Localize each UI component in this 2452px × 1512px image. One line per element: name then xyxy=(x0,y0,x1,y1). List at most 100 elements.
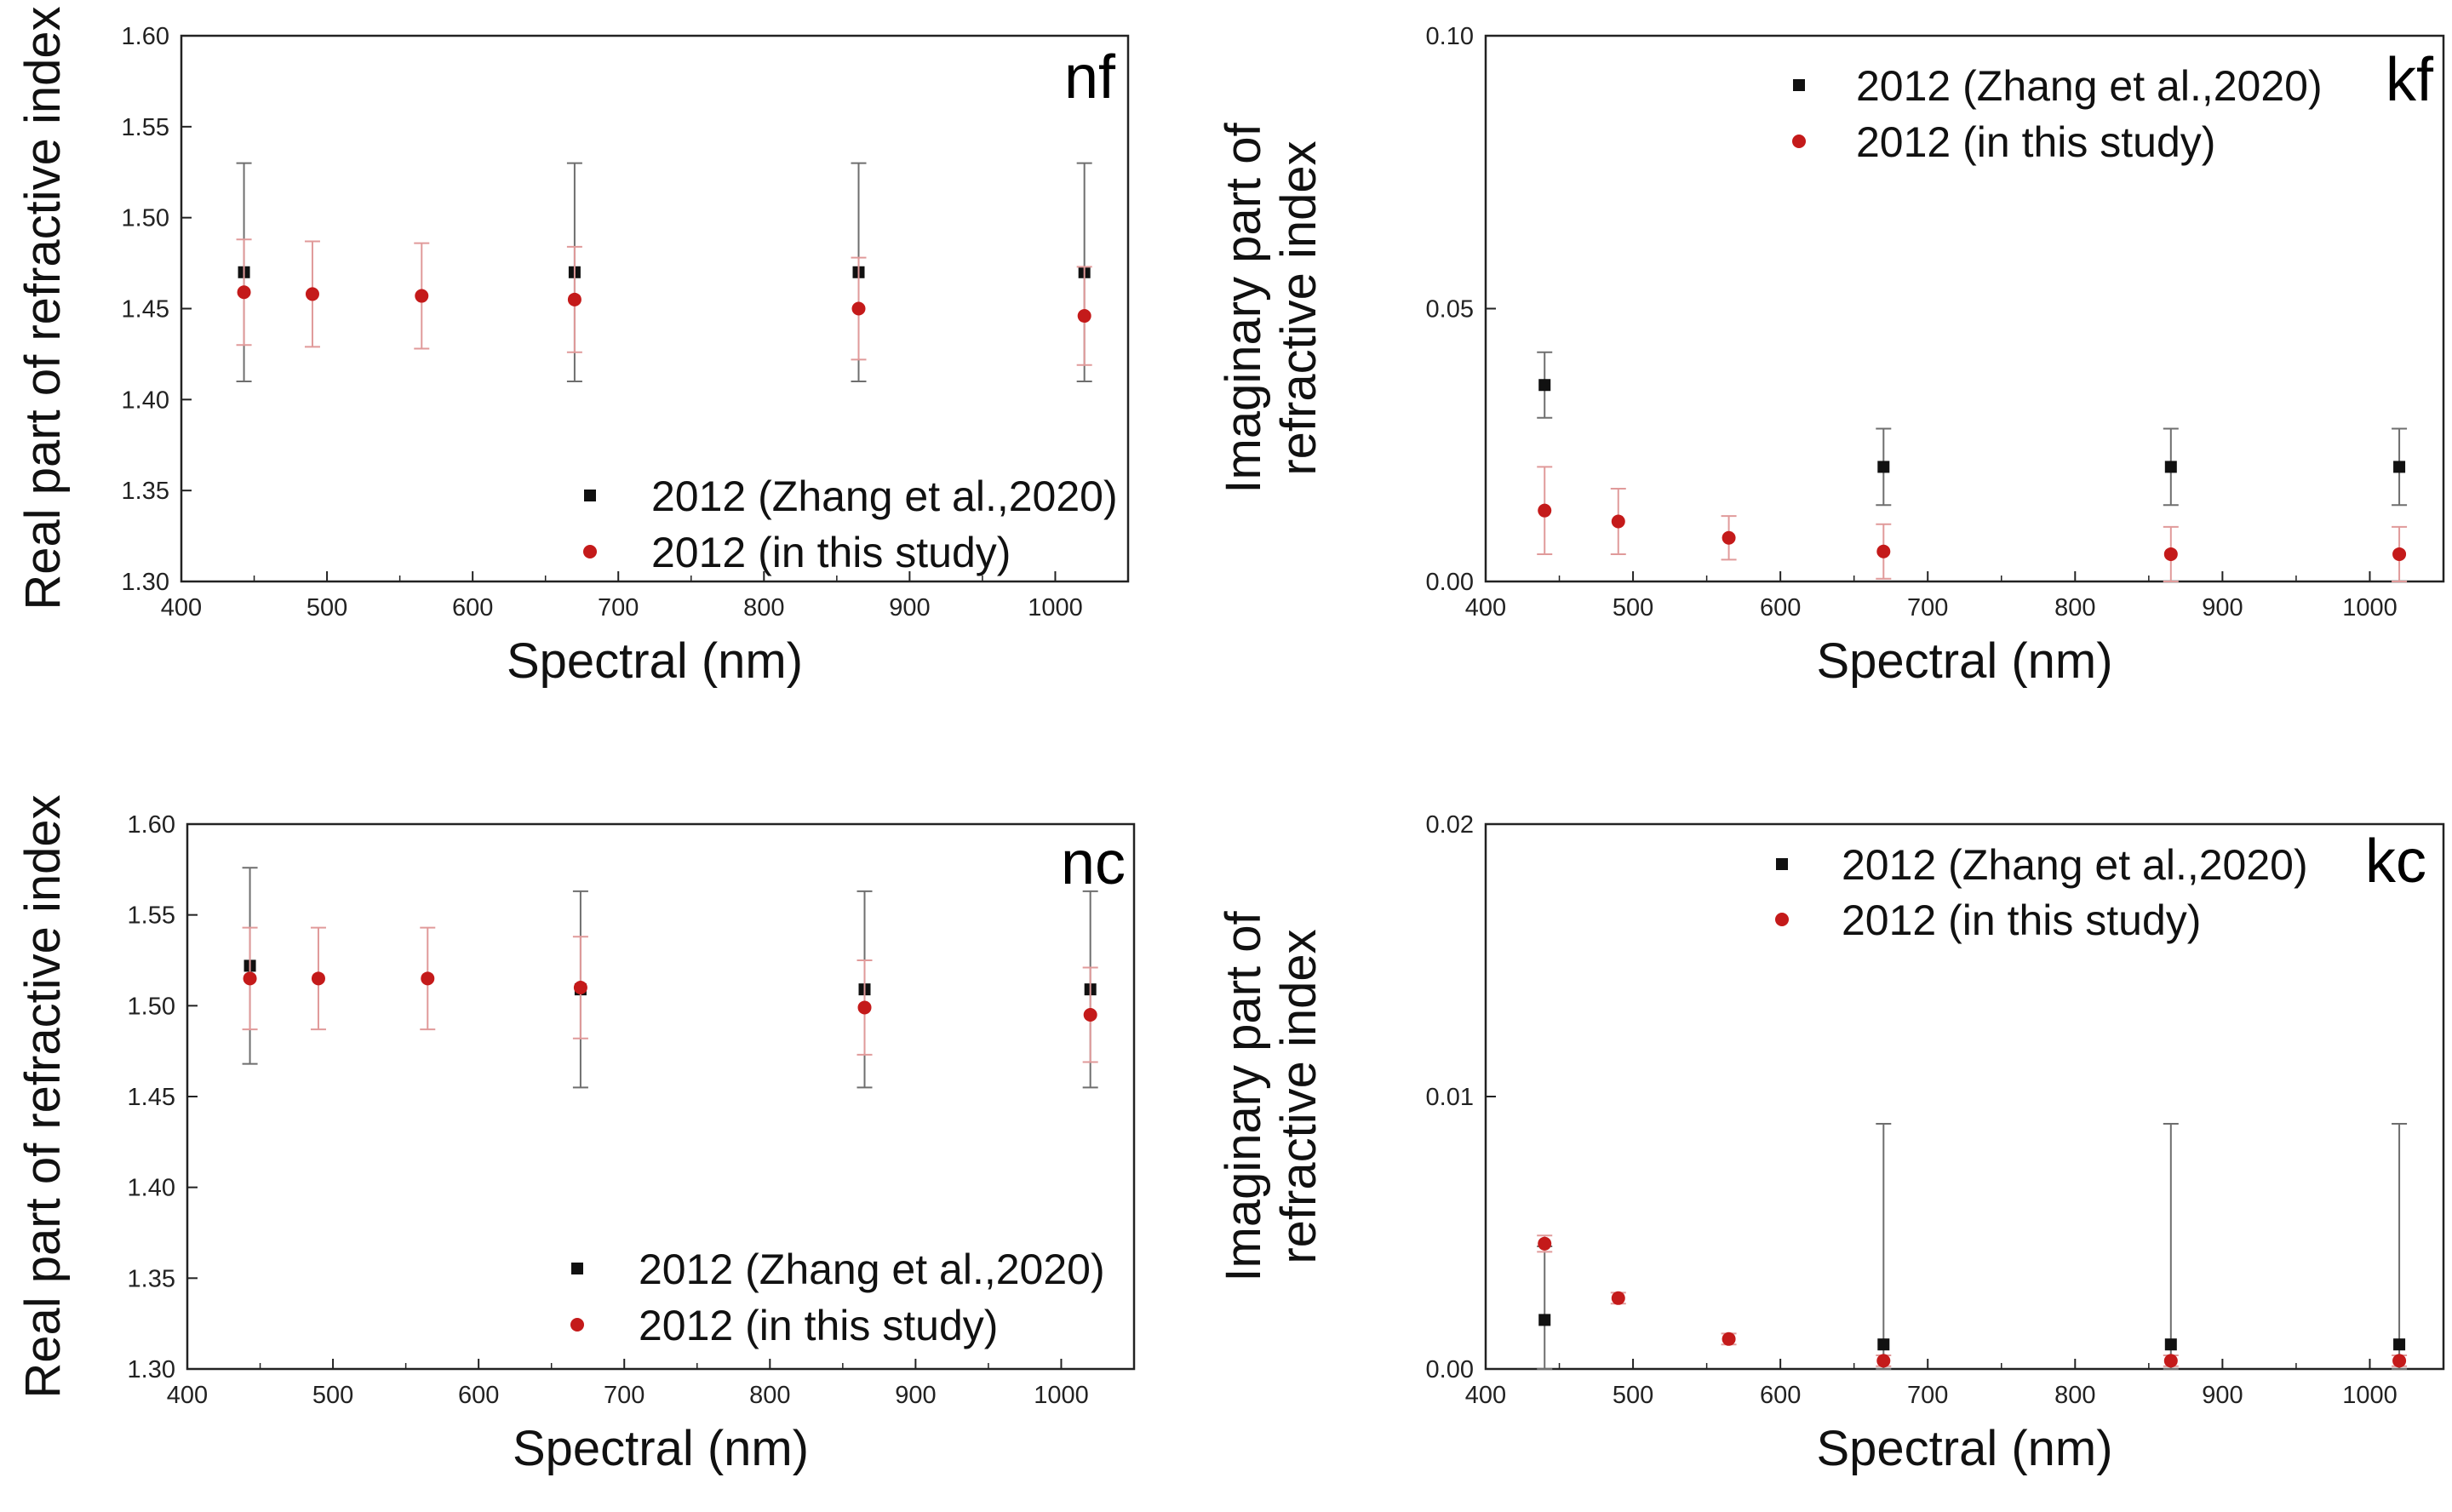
legend-marker-circle xyxy=(1792,135,1806,148)
x-axis-title: Spectral (nm) xyxy=(513,1421,809,1476)
x-tick-label: 900 xyxy=(889,594,930,621)
x-tick-label: 1000 xyxy=(1028,594,1083,621)
legend-entry-this-study: 2012 (in this study) xyxy=(651,529,1011,576)
data-point-circle xyxy=(243,971,257,986)
y-tick-label: 1.30 xyxy=(128,1356,175,1383)
x-tick-label: 900 xyxy=(895,1382,936,1409)
x-tick-label: 800 xyxy=(2054,594,2095,621)
data-point-circle xyxy=(415,289,429,303)
legend-marker-square xyxy=(571,1263,583,1274)
series-this-study xyxy=(1537,466,2408,582)
data-point-circle xyxy=(567,292,581,306)
data-point-circle xyxy=(573,981,587,994)
y-axis-title-line1: Imaginary part of xyxy=(1216,123,1271,494)
data-point-square xyxy=(2393,461,2406,473)
x-tick-label: 400 xyxy=(1465,594,1506,621)
y-tick-label: 1.50 xyxy=(122,205,169,232)
y-tick-label: 0.00 xyxy=(1426,569,1474,596)
x-tick-label: 800 xyxy=(749,1382,790,1409)
data-point-circle xyxy=(857,1000,872,1015)
data-point-circle xyxy=(2163,1354,2178,1368)
y-tick-label: 0.00 xyxy=(1426,1356,1474,1383)
data-point-circle xyxy=(1611,1291,1625,1305)
legend-marker-circle xyxy=(583,545,597,558)
data-point-square xyxy=(2164,461,2177,473)
x-tick-label: 600 xyxy=(452,594,493,621)
error-bar xyxy=(1876,1123,1892,1370)
series-zhang-2020 xyxy=(1537,351,2408,507)
y-tick-label: 0.01 xyxy=(1426,1084,1474,1111)
x-tick-label: 700 xyxy=(598,594,639,621)
data-point-circle xyxy=(2392,1354,2407,1368)
legend-kc: 2012 (Zhang et al.,2020) 2012 (in this st… xyxy=(1775,841,2308,944)
panel-nc: 400 500 600 700 800 900 1000 1.30 1.35 1.40 1.45 1.… xyxy=(15,794,1136,1476)
x-tick-label: 600 xyxy=(458,1382,499,1409)
x-tick-label: 900 xyxy=(2202,1382,2243,1409)
legend-kf: 2012 (Zhang et al.,2020) 2012 (in this st… xyxy=(1792,62,2323,166)
data-point-circle xyxy=(311,971,325,986)
data-point-square xyxy=(1538,379,1551,392)
y-axis-title-line1: Imaginary part of xyxy=(1216,911,1271,1282)
x-tick-label: 700 xyxy=(604,1382,645,1409)
y-tick-label: 1.60 xyxy=(128,811,175,839)
x-tick-label: 1000 xyxy=(2342,594,2398,621)
data-point-circle xyxy=(1083,1008,1097,1022)
x-tick-label: 600 xyxy=(1760,594,1801,621)
y-axis-title: Real part of refractive index xyxy=(15,6,71,610)
x-tick-label: 800 xyxy=(2054,1382,2095,1409)
y-tick-label: 1.40 xyxy=(122,387,169,414)
panel-kf: 400 500 600 700 800 900 1000 0.00 0.05 0.10 Spectr… xyxy=(1216,23,2445,689)
legend-entry-zhang: 2012 (Zhang et al.,2020) xyxy=(651,472,1118,520)
y-tick-label: 0.02 xyxy=(1426,811,1474,839)
y-axis-title-line2: refractive index xyxy=(1271,140,1326,475)
y-tick-label: 0.10 xyxy=(1426,23,1474,50)
data-point-circle xyxy=(421,971,435,986)
y-tick-label: 1.55 xyxy=(122,114,169,141)
data-point-circle xyxy=(1077,309,1091,324)
data-point-circle xyxy=(305,287,319,301)
data-point-square xyxy=(1877,461,1890,473)
legend-marker-circle xyxy=(570,1318,584,1332)
data-point-circle xyxy=(1722,1332,1736,1346)
x-tick-label: 700 xyxy=(1907,1382,1948,1409)
data-point-circle xyxy=(2392,547,2407,561)
series-this-study xyxy=(242,926,1098,1063)
x-tick-label: 900 xyxy=(2202,594,2243,621)
data-point-circle xyxy=(1538,503,1552,518)
legend-entry-zhang: 2012 (Zhang et al.,2020) xyxy=(1856,62,2323,110)
data-point-circle xyxy=(2163,547,2178,561)
x-tick-label: 700 xyxy=(1907,594,1948,621)
panel-label: nc xyxy=(1061,829,1126,897)
legend-marker-square xyxy=(1776,858,1788,870)
y-tick-label: 1.45 xyxy=(122,296,169,324)
x-tick-label: 500 xyxy=(306,594,347,621)
panel-nf: 400 500 600 700 800 900 1000 1.30 1.35 1.40 1.45 1.… xyxy=(15,6,1130,689)
series-this-study xyxy=(236,238,1092,366)
data-point-square xyxy=(1538,1314,1551,1326)
x-tick-label: 1000 xyxy=(1034,1382,1089,1409)
legend-marker-square xyxy=(584,490,596,501)
x-axis-title: Spectral (nm) xyxy=(1816,633,2112,689)
y-tick-label: 0.05 xyxy=(1426,296,1474,324)
data-point-circle xyxy=(1876,544,1891,558)
legend-entry-this-study: 2012 (in this study) xyxy=(639,1302,998,1349)
y-tick-label: 1.30 xyxy=(122,569,169,596)
panel-label: kc xyxy=(2365,828,2426,896)
y-tick-label: 1.35 xyxy=(128,1265,175,1292)
data-point-circle xyxy=(1876,1354,1891,1368)
x-tick-label: 600 xyxy=(1760,1382,1801,1409)
x-tick-label: 1000 xyxy=(2342,1382,2398,1409)
panel-label: nf xyxy=(1064,43,1116,112)
x-axis-title: Spectral (nm) xyxy=(1816,1421,2112,1476)
data-point-square xyxy=(2164,1338,2177,1351)
series-zhang-2020 xyxy=(1537,1123,2408,1370)
legend-nc: 2012 (Zhang et al.,2020) 2012 (in this st… xyxy=(570,1246,1105,1349)
legend-entry-this-study: 2012 (in this study) xyxy=(1842,896,2201,944)
x-tick-label: 400 xyxy=(1465,1382,1506,1409)
x-tick-label: 400 xyxy=(161,594,202,621)
x-tick-label: 500 xyxy=(1613,1382,1653,1409)
panel-label: kf xyxy=(2386,46,2434,114)
y-axis-title-line2: refractive index xyxy=(1271,929,1326,1263)
data-point-circle xyxy=(1611,514,1625,529)
